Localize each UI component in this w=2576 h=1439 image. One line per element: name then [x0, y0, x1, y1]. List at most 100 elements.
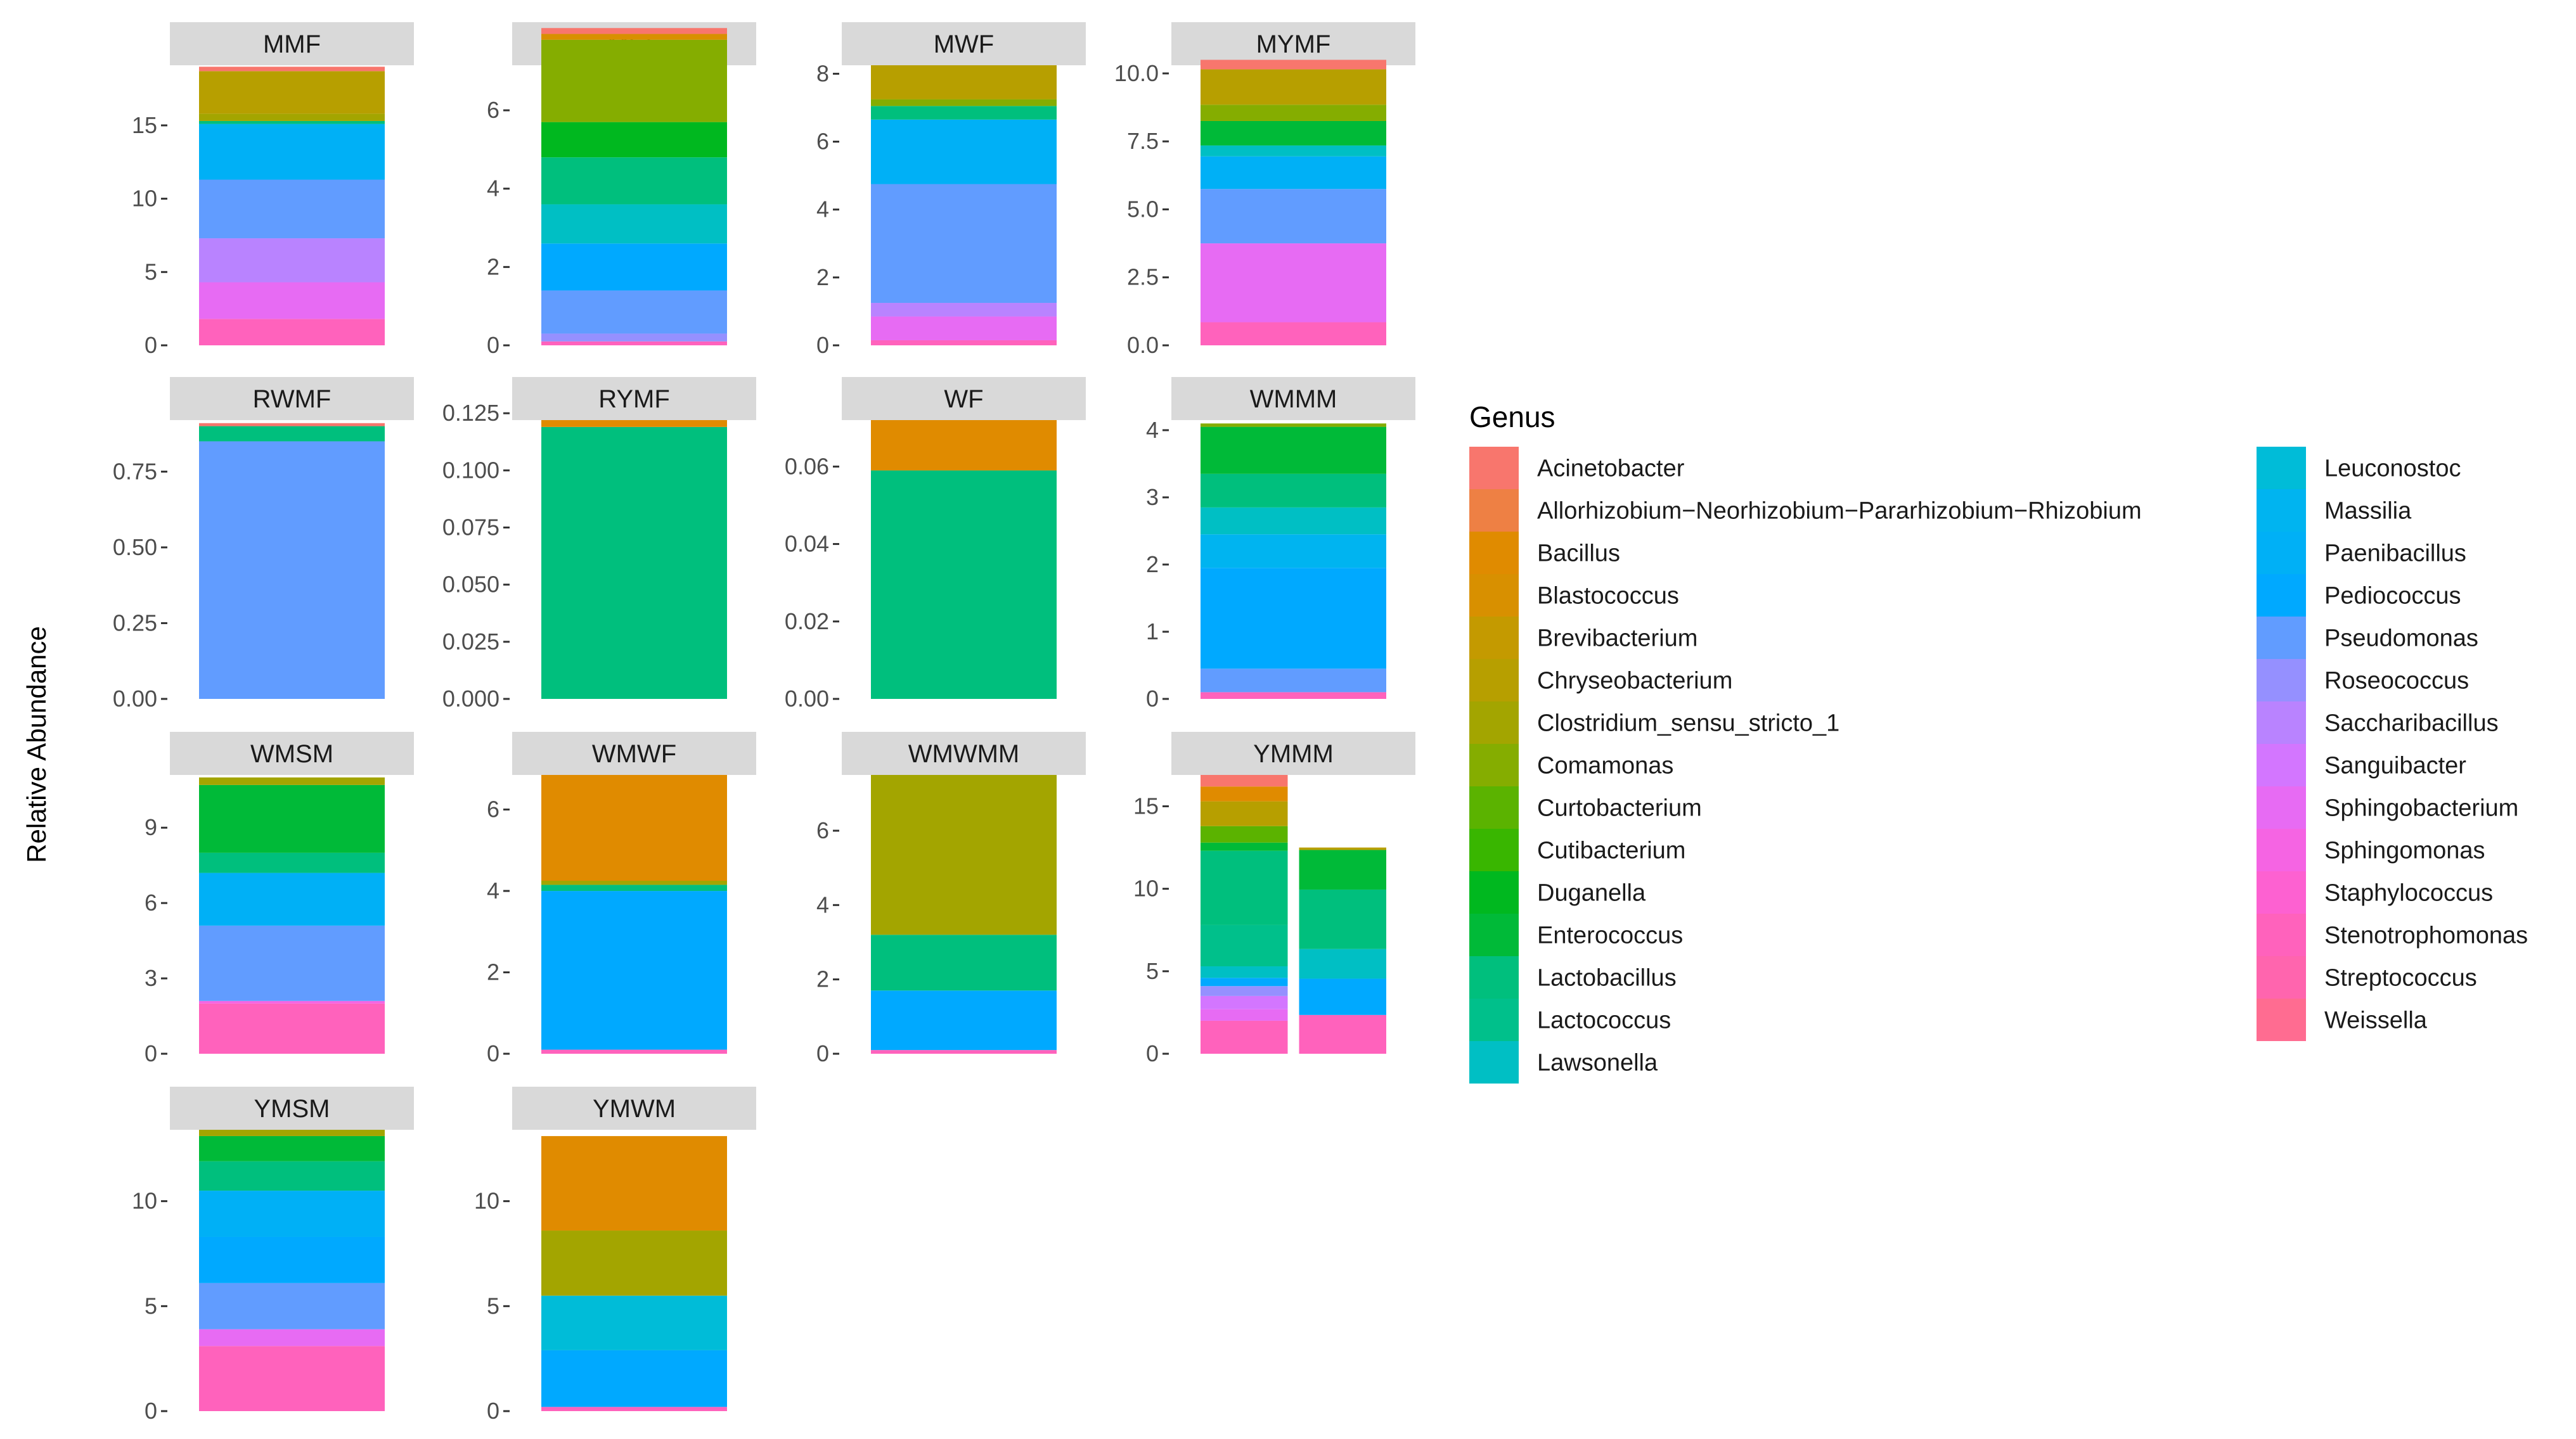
bar-segment-enterococcus	[1201, 842, 1288, 851]
legend-item-chryseobacterium: Chryseobacterium	[1469, 659, 1732, 701]
legend-label: Enterococcus	[1537, 923, 1683, 949]
bar-segment-pseudomonas	[541, 290, 727, 334]
y-tick-label: 3	[145, 965, 157, 991]
strip-label: RYMF	[598, 385, 670, 413]
panel-mymf: MYMF 0.0 2.5 5.0 7.5 10.0	[1114, 22, 1415, 358]
legend-label: Pediococcus	[2324, 583, 2461, 610]
y-tick-label: 4	[816, 892, 829, 918]
bar-segment-pseudomonas	[199, 925, 385, 1001]
legend-item-lactococcus: Lactococcus	[1469, 999, 1671, 1041]
strip-background	[170, 732, 414, 775]
legend-item-curtobacterium: Curtobacterium	[1469, 786, 1702, 829]
bar-segment-sanguibacter	[1201, 995, 1288, 1009]
legend-item-cutibacterium: Cutibacterium	[1469, 829, 1685, 871]
y-tick-label: 0.00	[113, 686, 157, 712]
legend-label: Paenibacillus	[2324, 540, 2466, 567]
y-tick-label: 0.04	[785, 531, 829, 557]
y-tick-label: 0	[1146, 686, 1159, 712]
legend-label: Lactobacillus	[1537, 965, 1677, 992]
legend-item-weissella: Weissella	[2257, 999, 2428, 1041]
legend-key	[2257, 744, 2306, 786]
bar-segment-pediococcus	[1299, 978, 1386, 1015]
strip-background	[512, 377, 756, 420]
panel-rymf: RYMF 0.000 0.025 0.050 0.075 0.100 0.125	[442, 377, 756, 712]
bar-segment-pseudomonas	[199, 1282, 385, 1329]
y-tick-label: 5	[1146, 958, 1159, 984]
legend-item-bacillus: Bacillus	[1469, 532, 1620, 574]
bar-segment-sphingomonas	[199, 1001, 385, 1004]
legend-item-stenotrophomonas: Stenotrophomonas	[2257, 914, 2528, 956]
bar-segment-pediococcus	[1201, 568, 1386, 669]
legend-key	[1469, 447, 1519, 489]
panel-ymsm: YMSM 0 5 10	[132, 1087, 414, 1424]
bar-segment-lactobacillus	[871, 106, 1057, 120]
y-tick-label: 9	[145, 814, 157, 840]
legend-item-leuconostoc: Leuconostoc	[2257, 447, 2461, 489]
bar-segment-clostridium-sensu-stricto-1	[871, 775, 1057, 935]
bar-segment-roseococcus	[1201, 986, 1288, 996]
legend-label: Comamonas	[1537, 753, 1673, 779]
y-tick-label: 6	[816, 129, 829, 155]
bar-segment-acinetobacter	[1201, 60, 1386, 70]
panel-wmmm: WMMM 0 1 2 3 4	[1146, 377, 1415, 712]
y-tick-label: 5.0	[1127, 196, 1159, 222]
bar-segment-lawsonella	[1299, 949, 1386, 979]
bar-segment-stenotrophomonas	[1299, 1014, 1386, 1054]
y-tick-label: 15	[1133, 793, 1159, 819]
y-tick-label: 0.0	[1127, 332, 1159, 358]
strip-background	[842, 377, 1086, 420]
legend-label: Pseudomonas	[2324, 625, 2478, 652]
strip-label: MYMF	[1256, 30, 1331, 58]
y-tick-label: 0	[816, 1040, 829, 1066]
bar-segment-lactobacillus	[199, 120, 385, 124]
legend-key	[1469, 786, 1519, 829]
y-tick-label: 0	[487, 1040, 499, 1066]
strip-background	[1171, 732, 1415, 775]
panel-mmf: MMF 0 5 10 15	[132, 22, 414, 358]
legend-label: Lactococcus	[1537, 1007, 1671, 1034]
legend-item-clostridium-sensu-stricto-1: Clostridium_sensu_stricto_1	[1469, 701, 1839, 744]
bar-segment-acinetobacter	[541, 28, 727, 34]
legend-label: Allorhizobium−Neorhizobium−Pararhizobium…	[1537, 498, 2142, 525]
y-tick-label: 15	[132, 112, 157, 138]
bar-segment-paenibacillus	[199, 873, 385, 926]
y-tick-label: 4	[1146, 417, 1159, 443]
y-tick-label: 0.025	[442, 629, 499, 655]
legend-item-sphingobacterium: Sphingobacterium	[2257, 786, 2518, 829]
bar-segment-duganella	[541, 122, 727, 158]
bar-segment-stenotrophomonas	[199, 1003, 385, 1054]
bar-segment-enterococcus	[1201, 120, 1386, 146]
legend-key	[2257, 489, 2306, 532]
bar-segment-comamonas	[1201, 423, 1386, 427]
legend-key	[1469, 532, 1519, 574]
strip-label: MWF	[934, 30, 995, 58]
y-tick-label: 8	[816, 60, 829, 86]
bar-segment-lactobacillus	[1201, 473, 1386, 508]
panel-wmwf: WMWF 0 2 4 6	[487, 732, 756, 1066]
legend-title: Genus	[1469, 400, 1555, 433]
y-tick-label: 1	[1146, 618, 1159, 644]
bar-segment-lactobacillus	[871, 470, 1057, 699]
y-tick-label: 7.5	[1127, 128, 1159, 154]
bar-segment-blastococcus	[541, 34, 727, 40]
bar-segment-pseudomonas	[871, 184, 1057, 304]
legend-item-pseudomonas: Pseudomonas	[2257, 617, 2478, 659]
panel-ymmm: YMMM 0 5 10 15	[1133, 732, 1415, 1066]
strip-background	[842, 732, 1086, 775]
bar-segment-lawsonella	[1201, 507, 1386, 535]
y-tick-label: 5	[145, 259, 157, 285]
bar-segment-stenotrophomonas	[871, 1050, 1057, 1054]
panel-wf: WF 0.00 0.02 0.04 0.06	[785, 377, 1086, 712]
bar-segment-chryseobacterium	[199, 71, 385, 114]
legend-label: Cutibacterium	[1537, 838, 1685, 864]
bar-segment-stenotrophomonas	[199, 1346, 385, 1411]
bar-segment-pediococcus	[541, 243, 727, 291]
y-tick-label: 0.50	[113, 534, 157, 560]
legend-item-duganella: Duganella	[1469, 871, 1646, 914]
legend-label: Streptococcus	[2324, 965, 2477, 992]
y-tick-label: 0.02	[785, 608, 829, 634]
y-tick-label: 0.050	[442, 572, 499, 598]
legend-key	[1469, 914, 1519, 956]
legend-label: Acinetobacter	[1537, 456, 1685, 482]
